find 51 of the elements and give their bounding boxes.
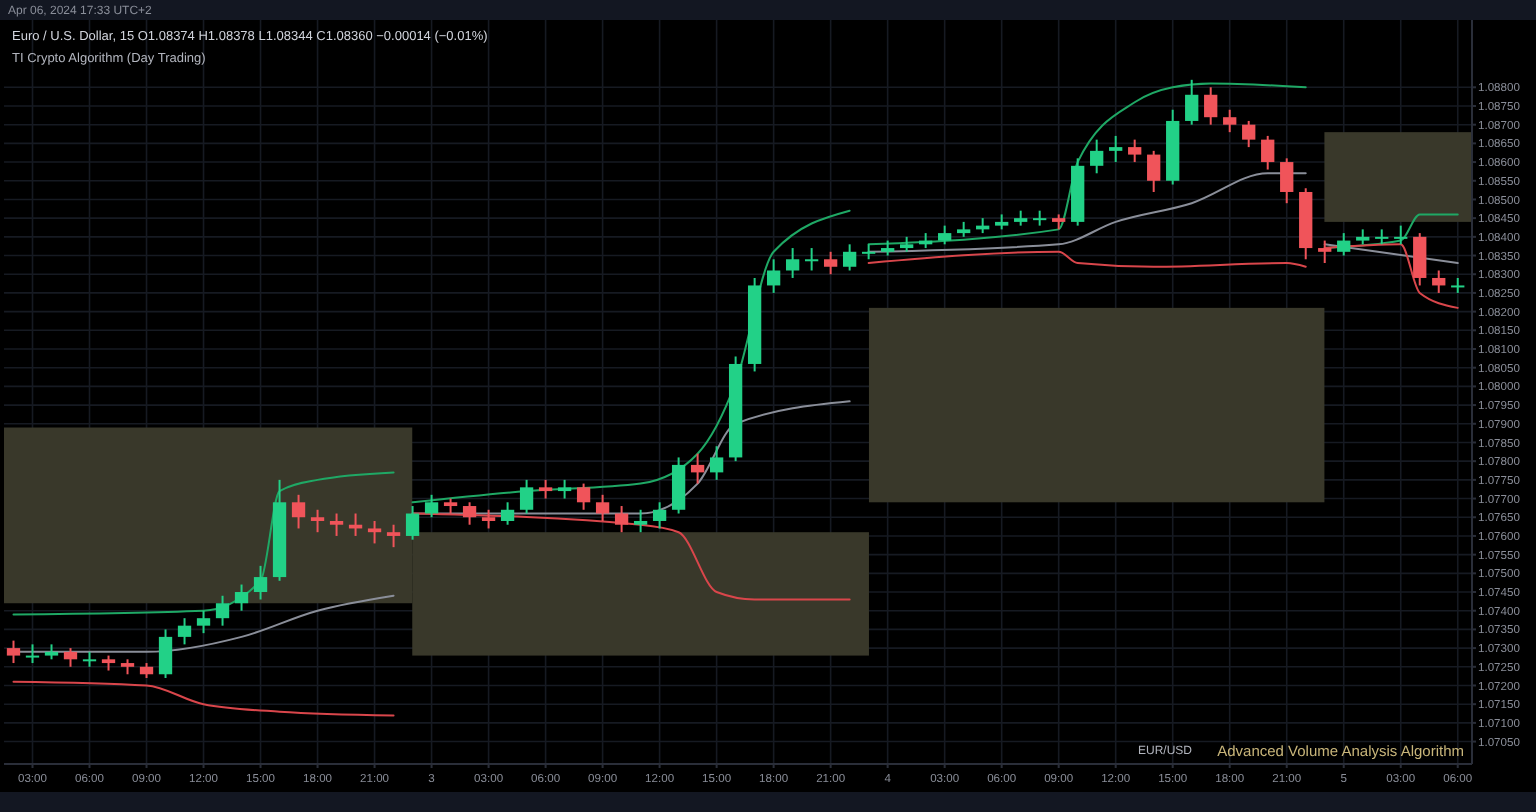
candlestick <box>481 508 496 530</box>
candlestick <box>1185 78 1199 126</box>
candlestick <box>595 493 610 522</box>
candlestick <box>652 501 667 530</box>
candlestick <box>1432 269 1446 294</box>
candlestick <box>215 594 230 627</box>
candlestick <box>63 647 78 668</box>
candlestick <box>329 512 344 537</box>
candlestick <box>614 505 629 534</box>
candlestick <box>424 493 439 519</box>
candlestick <box>367 519 382 545</box>
candlestick <box>386 523 401 549</box>
candlestick <box>1280 157 1294 205</box>
candlestick <box>25 643 40 665</box>
candlestick <box>1413 232 1427 287</box>
candlestick <box>633 508 648 534</box>
candlestick <box>1147 149 1161 193</box>
candlestick <box>1128 138 1142 164</box>
candlestick <box>842 243 857 272</box>
candlestick <box>1261 134 1275 171</box>
candlestick <box>6 639 21 665</box>
candlestick <box>310 508 325 534</box>
candlestick <box>500 501 515 526</box>
candlestick <box>576 482 591 511</box>
candlestick <box>823 250 838 276</box>
candlestick <box>234 583 249 612</box>
candlestick <box>462 501 477 526</box>
candlestick <box>804 247 819 272</box>
candlestick <box>405 505 420 541</box>
candlestick <box>1223 108 1237 134</box>
candlestick <box>196 609 211 635</box>
candlestick <box>538 478 553 500</box>
candlestick <box>690 452 705 485</box>
candlestick <box>519 478 534 515</box>
candlestick <box>1109 134 1123 164</box>
candlestick <box>158 628 173 680</box>
candlestick <box>766 258 781 294</box>
candlestick <box>1242 119 1256 149</box>
candlestick <box>1204 86 1218 126</box>
candlestick <box>1318 239 1332 265</box>
candlestick <box>938 224 952 246</box>
candlestick <box>709 445 724 481</box>
candlestick <box>557 478 572 500</box>
candlestick <box>253 564 268 601</box>
candlestick <box>1337 232 1351 257</box>
candlestick <box>1394 224 1408 246</box>
candlestick <box>1090 138 1104 175</box>
candlestick <box>785 247 800 279</box>
candlestick <box>177 617 192 646</box>
candlestick <box>291 493 306 530</box>
candlestick <box>671 456 686 515</box>
